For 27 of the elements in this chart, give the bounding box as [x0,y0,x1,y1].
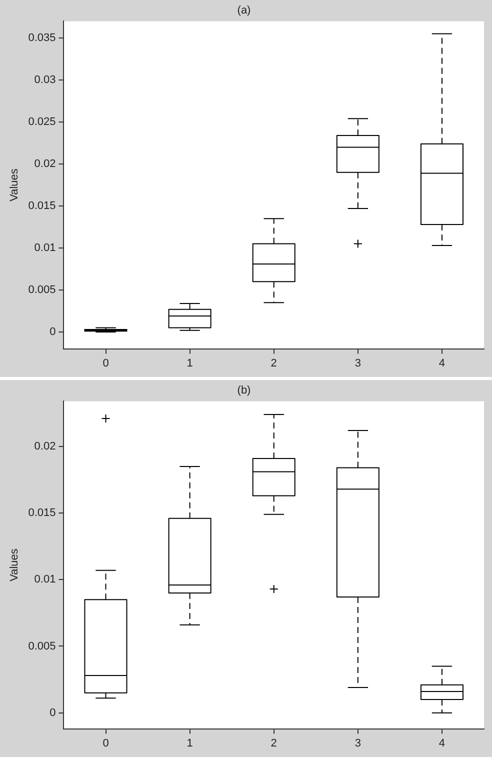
y-tick-label: 0.035 [28,32,56,44]
y-tick-label: 0.01 [34,574,56,586]
y-tick-label: 0.005 [28,284,56,296]
y-tick-label: 0.015 [28,200,56,212]
y-tick-label: 0.025 [28,116,56,128]
y-tick-label: 0.01 [34,242,56,254]
y-tick-label: 0.03 [34,74,56,86]
x-tick-label: 0 [102,357,109,370]
chart-title: (a) [237,4,251,17]
x-tick-label: 1 [186,737,193,750]
y-tick-label: 0 [50,326,56,338]
y-tick-label: 0.02 [34,158,56,170]
x-tick-label: 0 [102,737,109,750]
x-tick-label: 1 [186,357,193,370]
y-tick-label: 0.015 [28,507,56,520]
x-tick-label: 3 [354,737,361,750]
x-tick-label: 2 [270,357,277,370]
x-tick-label: 2 [270,737,277,750]
x-tick-label: 4 [438,357,446,370]
x-tick-label: 4 [438,737,446,750]
y-tick-label: 0 [50,706,56,719]
x-tick-label: 3 [354,357,361,370]
y-axis-title: Values [8,548,21,582]
y-tick-label: 0.02 [34,440,56,453]
y-axis-title: Values [8,168,21,202]
y-tick-label: 0.005 [28,640,56,652]
chart-title: (b) [237,384,251,397]
